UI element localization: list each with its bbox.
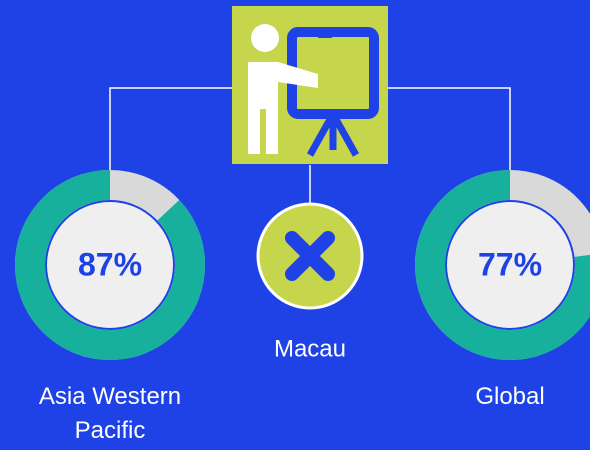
donut-title: Asia Western Pacific: [38, 383, 182, 444]
center-label: Macau: [274, 335, 346, 362]
value-label: 77%: [478, 246, 542, 282]
donut-title: Global: [475, 383, 545, 410]
center-marker: [256, 202, 364, 310]
donut-center: [447, 202, 573, 328]
connectors: [109, 87, 511, 203]
presenter-icon: [232, 6, 388, 164]
value-label: 87%: [78, 246, 142, 282]
donut-center: [47, 202, 173, 328]
donut-arc: [415, 170, 590, 360]
donut-arc: [15, 170, 205, 360]
